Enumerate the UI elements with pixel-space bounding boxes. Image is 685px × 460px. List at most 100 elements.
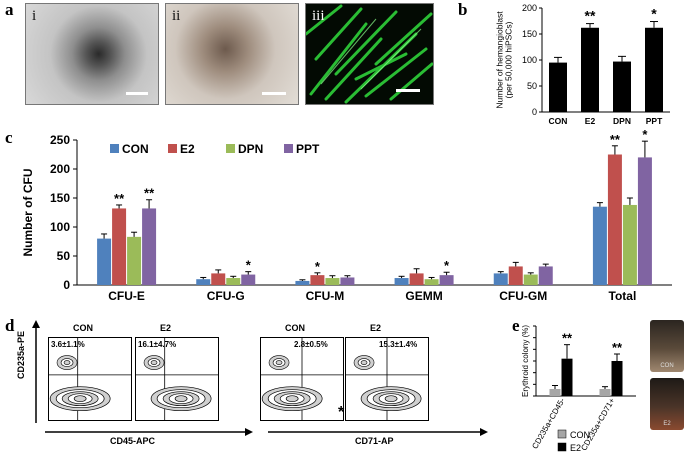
x-tick-label: CFU-GM <box>499 289 547 303</box>
contour-plot <box>49 338 131 420</box>
x-tick-label: CFU-M <box>306 289 345 303</box>
gate-percentage: 3.6±1.1% <box>51 340 85 349</box>
y-tick-label: 50 <box>57 249 71 263</box>
panel-label-c: c <box>5 128 13 147</box>
y-tick-label: 100 <box>522 55 537 65</box>
legend-swatch <box>168 144 177 153</box>
flow-plot-title: E2 <box>370 323 382 333</box>
bar <box>493 273 508 285</box>
bar <box>581 27 599 112</box>
significance-mark: * <box>444 258 450 273</box>
contour <box>285 395 299 403</box>
flow-y-arrow <box>32 320 40 423</box>
x-tick-label: DPN <box>613 116 631 126</box>
gate-percentage: 2.8±0.5% <box>294 340 328 349</box>
bar <box>613 61 631 112</box>
y-tick-label: 0 <box>532 107 537 117</box>
bar <box>549 62 567 112</box>
legend-label: PPT <box>296 142 320 156</box>
y-tick-label: 150 <box>522 29 537 39</box>
contour <box>360 360 368 365</box>
significance-mark: ** <box>612 340 623 355</box>
bar <box>97 238 112 285</box>
x-tick-label: CON <box>549 116 568 126</box>
bar <box>611 361 623 396</box>
scale-bar <box>126 92 148 95</box>
legend-label: E2 <box>180 142 195 156</box>
tube-e2: E2 <box>650 378 684 430</box>
bar <box>325 278 340 285</box>
significance-mark: * <box>246 258 252 273</box>
contour <box>174 395 188 403</box>
panel-label-d: d <box>5 316 15 335</box>
micrograph-label-ii: ii <box>172 8 181 24</box>
bar <box>310 275 325 285</box>
y-axis-label: Erythroid colony (%) <box>521 325 530 397</box>
legend-swatch <box>557 442 567 452</box>
micrograph-ii: ii <box>165 3 299 105</box>
bar <box>607 154 622 285</box>
x-tick-label: E2 <box>585 116 596 126</box>
panel-label-e: e <box>512 316 520 335</box>
significance-mark: ** <box>610 132 621 147</box>
x-tick-label: PPT <box>646 116 663 126</box>
flow-plot <box>135 337 219 421</box>
micrograph-label-i: i <box>32 8 37 24</box>
significance-mark: * <box>315 259 321 274</box>
bar <box>523 274 538 285</box>
bar <box>112 208 127 285</box>
y-axis-label: Number of CFU <box>21 169 35 257</box>
bar <box>599 389 611 396</box>
x-tick-label: CFU-E <box>108 289 145 303</box>
micrograph-i: i <box>25 3 159 105</box>
bar <box>142 208 157 285</box>
x-tick-label: CFU-G <box>207 289 245 303</box>
chart-erythroid: Erythroid colony (%) ** CD235a+CD45- ** CD23… <box>521 325 636 453</box>
legend-swatch <box>110 144 119 153</box>
bar <box>538 266 553 285</box>
micrograph-label-iii: iii <box>312 8 325 24</box>
bar <box>340 277 355 285</box>
tube-con: CON <box>650 320 684 372</box>
significance-mark: * <box>651 6 657 22</box>
contour <box>275 360 283 365</box>
contour <box>73 395 87 403</box>
bar <box>645 27 663 112</box>
significance-mark: * <box>338 404 345 421</box>
y-tick-label: 200 <box>50 162 70 176</box>
significance-mark: ** <box>114 191 125 206</box>
fluorescent-cells <box>306 4 433 104</box>
y-tick-label: 0 <box>63 278 70 292</box>
bar <box>211 273 226 285</box>
bar <box>226 278 241 285</box>
legend-label: E2 <box>570 443 581 453</box>
contour-plot <box>261 338 343 420</box>
flow-axis-arrows <box>45 428 488 436</box>
flow-plot <box>260 337 344 421</box>
flow-plot-title: CON <box>285 323 305 333</box>
flow-plot <box>48 337 132 421</box>
scale-bar <box>262 92 286 95</box>
contour <box>384 395 398 403</box>
chart-hemangioblast: 0 50 100 150 200 Number of hemangioblast(per … <box>494 3 670 126</box>
x-tick-label: CD235a+CD45- <box>530 396 567 450</box>
significance-mark: ** <box>562 331 573 346</box>
bar <box>561 358 573 396</box>
flow-xlabel-cd45: CD45-APC <box>110 436 156 446</box>
bar <box>409 273 424 285</box>
panel-label-b: b <box>458 0 468 19</box>
significance-mark: ** <box>144 186 155 201</box>
bar <box>439 275 454 285</box>
contour-plot <box>346 338 428 420</box>
legend-swatch <box>284 144 293 153</box>
significance-mark: ** <box>585 8 596 24</box>
bar <box>622 204 637 285</box>
bar <box>508 266 523 285</box>
bar <box>127 236 142 285</box>
legend-label: CON <box>570 430 590 440</box>
legend-label: DPN <box>238 142 263 156</box>
bar <box>592 206 607 285</box>
gate-percentage: 16.1±4.7% <box>138 340 177 349</box>
flow-ylabel: CD235a-PE <box>16 330 26 380</box>
significance-mark: * <box>642 128 648 142</box>
